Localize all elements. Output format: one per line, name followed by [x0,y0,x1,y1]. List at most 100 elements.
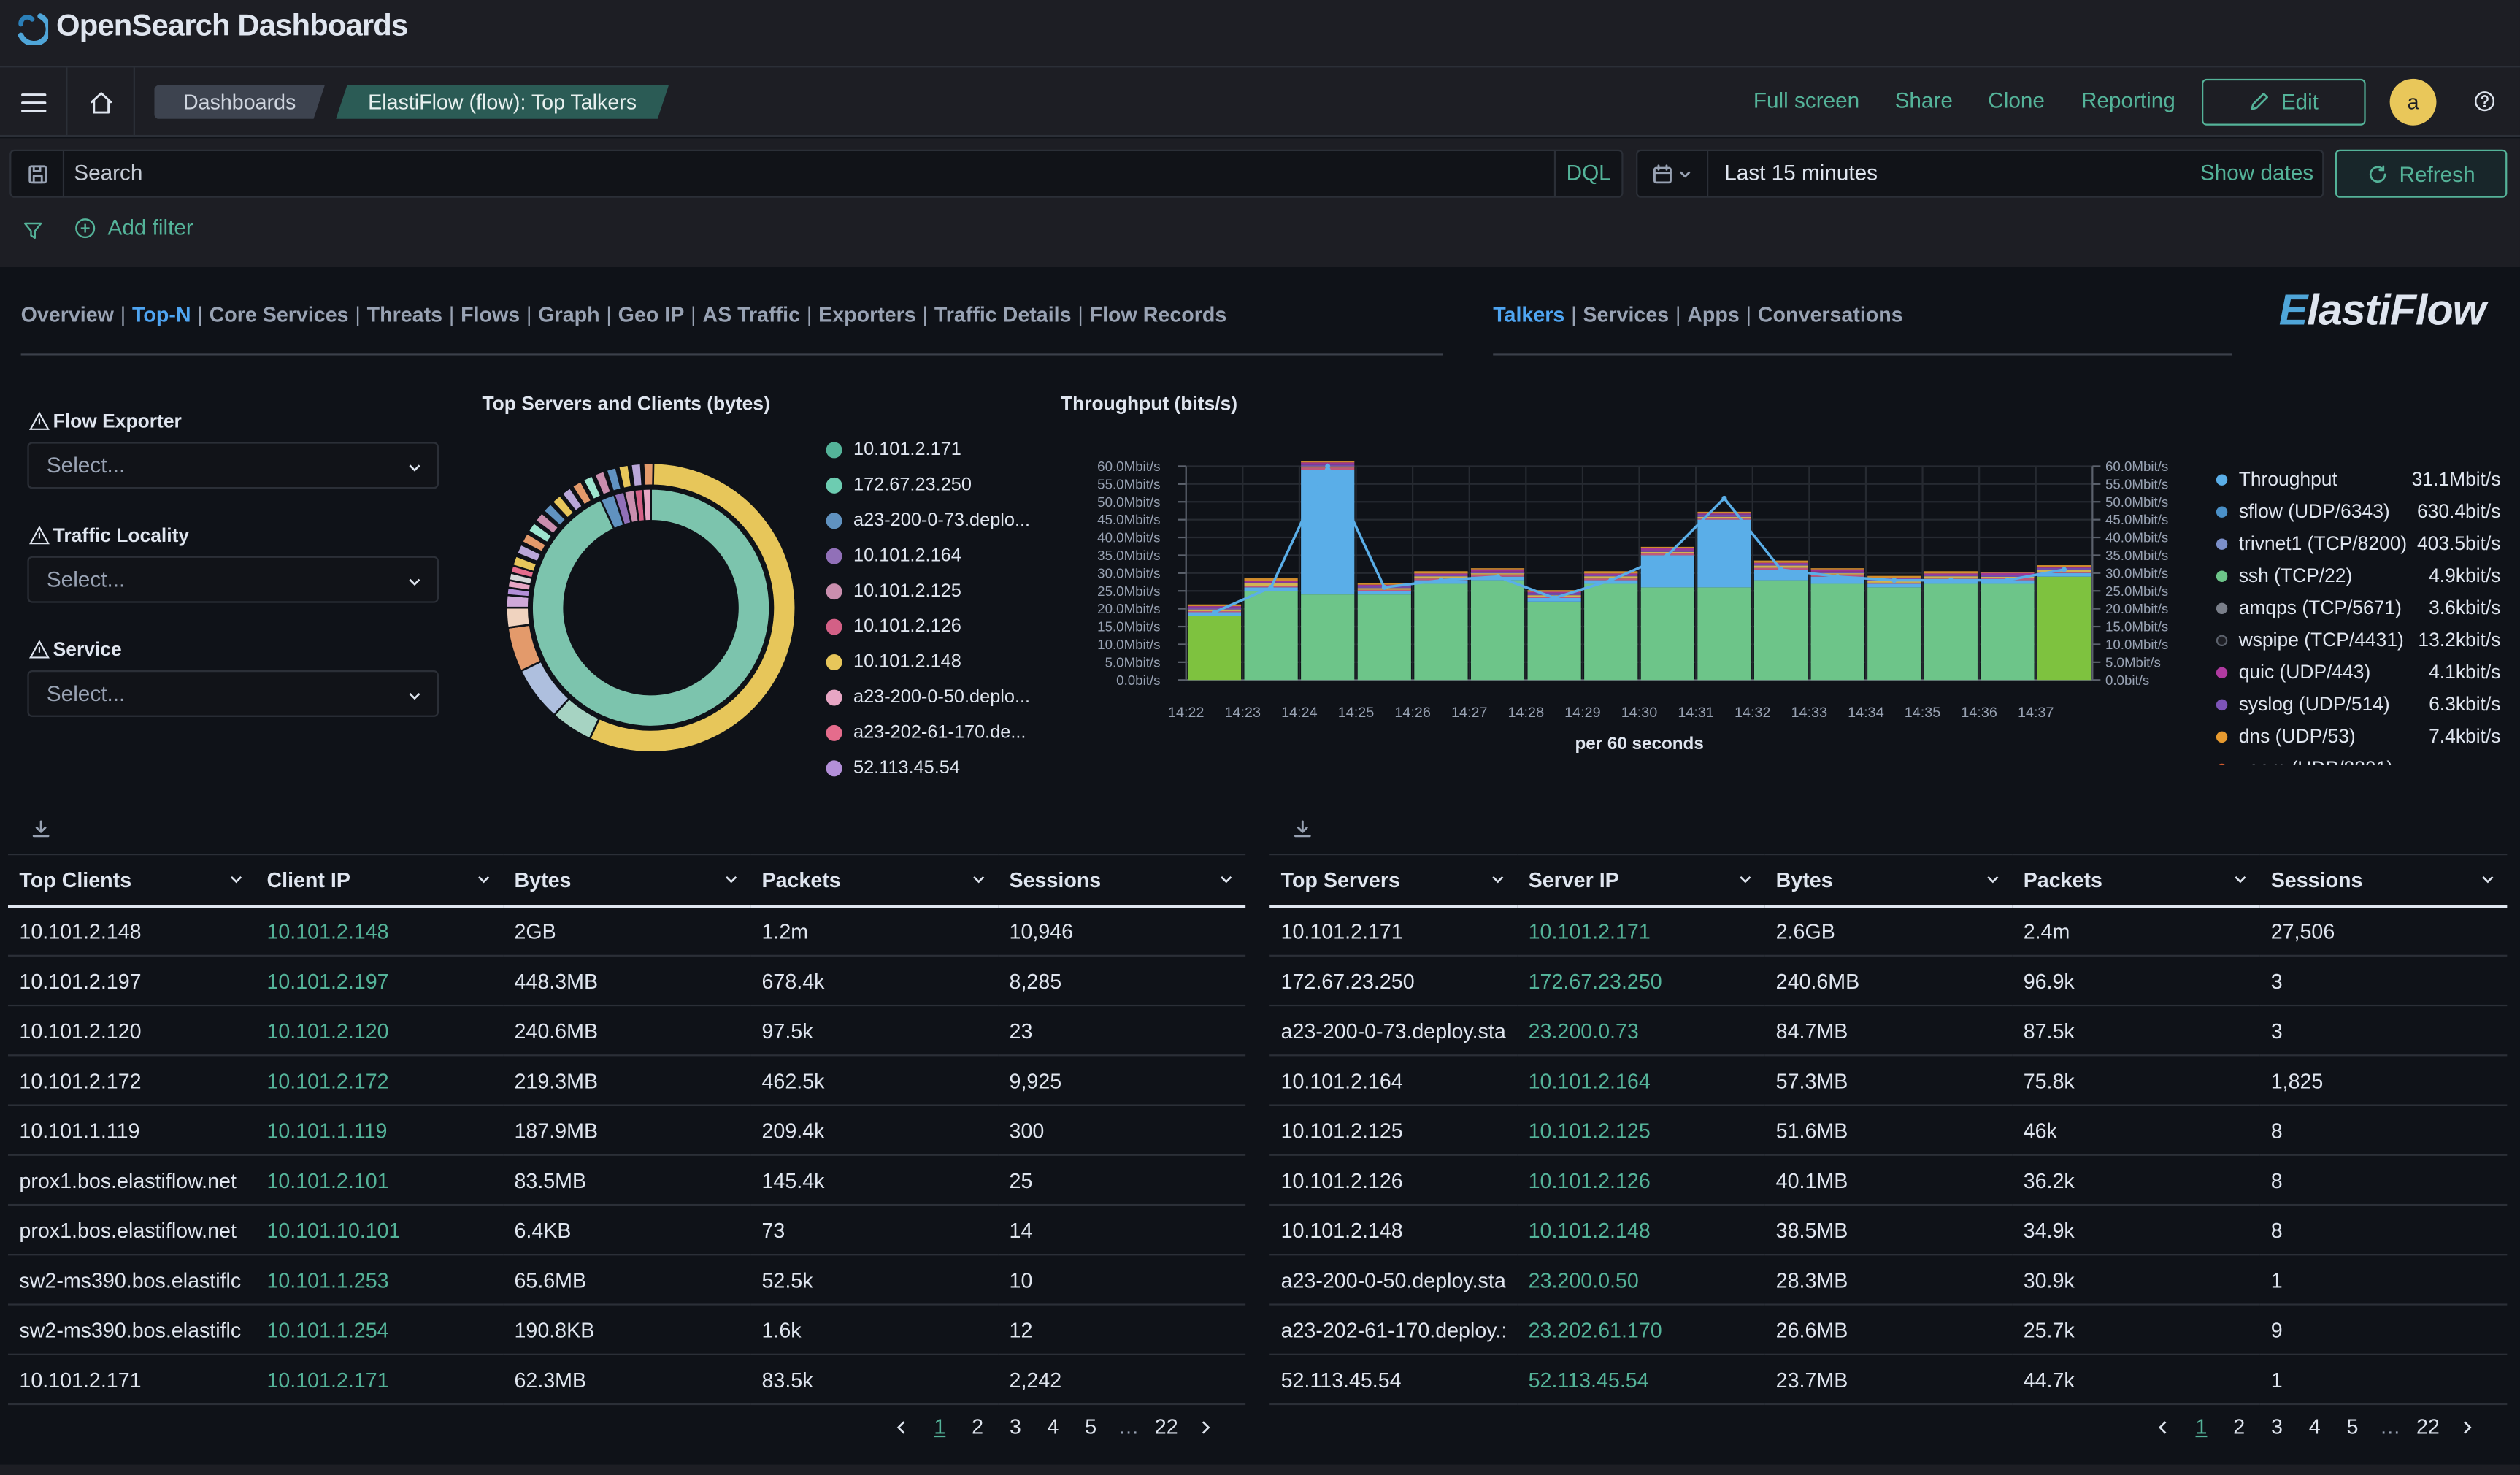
ip-link[interactable]: 10.101.2.172 [256,1055,504,1106]
quick-menu-button[interactable] [1637,150,1709,196]
tab-core-services[interactable]: Core Services [209,302,349,326]
tab-apps[interactable]: Apps [1687,302,1740,326]
donut-outer-slice[interactable] [560,486,584,513]
page-3-button[interactable]: 3 [1009,1414,1021,1439]
throughput-legend-item-zoom-udp-8801[interactable]: zoom (UDP/8801) [2211,752,2500,765]
throughput-legend-item-sflow-udp-6343[interactable]: sflow (UDP/6343) 630.4bit/s [2211,495,2501,527]
throughput-bar-ssh[interactable] [1244,591,1298,681]
throughput-legend-item-throughput[interactable]: Throughput 31.1Mbit/s [2211,463,2501,495]
throughput-bar-ssh[interactable] [1414,583,1468,681]
donut-outer-slice[interactable] [642,461,655,487]
servers-download-button[interactable] [1292,819,1313,848]
time-range-text[interactable]: Last 15 minutes [1724,161,1878,185]
column-header-top-servers[interactable]: Top Servers [1269,853,1518,908]
tab-graph[interactable]: Graph [538,302,600,326]
throughput-legend-item-wspipe-tcp-4431[interactable]: wspipe (TCP/4431) 13.2kbit/s [2211,624,2501,656]
page-3-button[interactable]: 3 [2270,1414,2283,1439]
page-2-button[interactable]: 2 [972,1414,984,1439]
throughput-bar-ssh[interactable] [2037,576,2091,681]
donut-legend-item-a23-200-0-50-deplo[interactable]: a23-200-0-50.deplo... [826,680,1035,715]
donut-legend-item-10-101-2-171[interactable]: 10.101.2.171 [826,432,1035,467]
tab-flow-records[interactable]: Flow Records [1089,302,1227,326]
throughput-point[interactable] [1268,584,1274,590]
page-1-button[interactable]: 1 [2195,1414,2208,1439]
refresh-button[interactable]: Refresh [2335,149,2508,198]
throughput-legend-item-amqps-tcp-5671[interactable]: amqps (TCP/5671) 3.6kbit/s [2211,591,2501,624]
chevron-right-icon[interactable] [2456,1417,2475,1436]
add-filter-button[interactable]: Add filter [74,215,193,240]
tab-geo-ip[interactable]: Geo IP [618,302,685,326]
ip-link[interactable]: 10.101.1.253 [256,1254,504,1306]
ip-link[interactable]: 10.101.2.171 [1517,905,1765,957]
throughput-bar-ssh[interactable] [1697,587,1751,681]
page-2-button[interactable]: 2 [2233,1414,2246,1439]
donut-outer-slice[interactable] [588,461,797,754]
throughput-point[interactable] [1551,595,1557,601]
throughput-legend-item-trivnet1-tcp-8200[interactable]: trivnet1 (TCP/8200) 403.5bit/s [2211,527,2501,559]
donut-legend-item-a23-202-61-170-de[interactable]: a23-202-61-170.de... [826,716,1035,751]
donut-inner-slice[interactable] [531,487,771,728]
column-header-top-clients[interactable]: Top Clients [8,853,256,908]
throughput-point[interactable] [1948,578,1954,583]
throughput-point[interactable] [1325,463,1331,469]
help-button[interactable] [2473,90,2496,120]
chevron-left-icon[interactable] [892,1417,911,1436]
chevron-down-icon[interactable] [2480,872,2496,888]
throughput-bar-sflow[interactable] [1301,470,1355,595]
donut-legend-item-172-67-23-250[interactable]: 172.67.23.250 [826,468,1035,503]
throughput-point[interactable] [2005,578,2010,583]
throughput-bar-ssh[interactable] [1584,583,1638,681]
throughput-line[interactable] [1213,463,2064,614]
column-header-sessions[interactable]: Sessions [998,853,1246,908]
tab-talkers[interactable]: Talkers [1493,302,1565,326]
donut-outer-slice[interactable] [520,532,548,553]
page-4-button[interactable]: 4 [2308,1414,2321,1439]
throughput-bar-sflow[interactable] [1697,519,1751,588]
throughput-point[interactable] [1664,552,1670,558]
throughput-bar-ssh[interactable] [1981,583,2035,681]
chevron-down-icon[interactable] [1490,872,1506,888]
column-header-client-ip[interactable]: Client IP [256,853,504,908]
throughput-point[interactable] [2062,567,2067,572]
throughput-point[interactable] [1608,578,1614,583]
throughput-point[interactable] [1211,609,1218,616]
chevron-down-icon[interactable] [476,872,492,888]
throughput-bar-ssh[interactable] [1640,587,1694,681]
search-bar[interactable]: Search DQL [9,149,1624,198]
menu-button[interactable] [0,67,68,137]
throughput-bar-sflow[interactable] [1357,591,1411,595]
clone-link[interactable]: Clone [1988,88,2045,113]
page-22-button[interactable]: 22 [2416,1414,2440,1439]
donut-legend-item-10-101-2-164[interactable]: 10.101.2.164 [826,539,1035,574]
page-5-button[interactable]: 5 [2346,1414,2359,1439]
chevron-down-icon[interactable] [2232,872,2248,888]
throughput-point[interactable] [1835,574,1840,580]
column-header-server-ip[interactable]: Server IP [1517,853,1765,908]
chevron-left-icon[interactable] [2154,1417,2173,1436]
user-avatar[interactable]: a [2389,78,2437,126]
throughput-bar-ssh[interactable] [1187,616,1242,681]
column-header-sessions[interactable]: Sessions [2259,853,2508,908]
column-header-bytes[interactable]: Bytes [503,853,751,908]
donut-legend-item-10-101-2-148[interactable]: 10.101.2.148 [826,645,1035,680]
ip-link[interactable]: 23.200.0.50 [1517,1254,1765,1306]
column-header-bytes[interactable]: Bytes [1764,853,2013,908]
throughput-bar-sflow[interactable] [1640,555,1694,588]
share-link[interactable]: Share [1894,88,1953,113]
reporting-link[interactable]: Reporting [2081,88,2175,113]
chevron-down-icon[interactable] [1737,872,1753,888]
ip-link[interactable]: 10.101.2.101 [256,1154,504,1206]
throughput-legend-item-ssh-tcp-22[interactable]: ssh (TCP/22) 4.9kbit/s [2211,559,2501,591]
throughput-point[interactable] [1891,578,1897,583]
page-1-button[interactable]: 1 [934,1414,946,1439]
throughput-legend-item-dns-udp-53[interactable]: dns (UDP/53) 7.4kbit/s [2211,720,2501,752]
throughput-bar-ssh[interactable] [1924,583,1978,681]
throughput-bar-ssh[interactable] [1810,583,1864,681]
donut-outer-slice[interactable] [515,543,542,564]
tab-traffic-details[interactable]: Traffic Details [934,302,1072,326]
tab-conversations[interactable]: Conversations [1757,302,1903,326]
tab-overview[interactable]: Overview [20,302,114,326]
ip-link[interactable]: 52.113.45.54 [1517,1354,1765,1406]
donut-outer-slice[interactable] [570,480,593,507]
tab-threats[interactable]: Threats [366,302,443,326]
